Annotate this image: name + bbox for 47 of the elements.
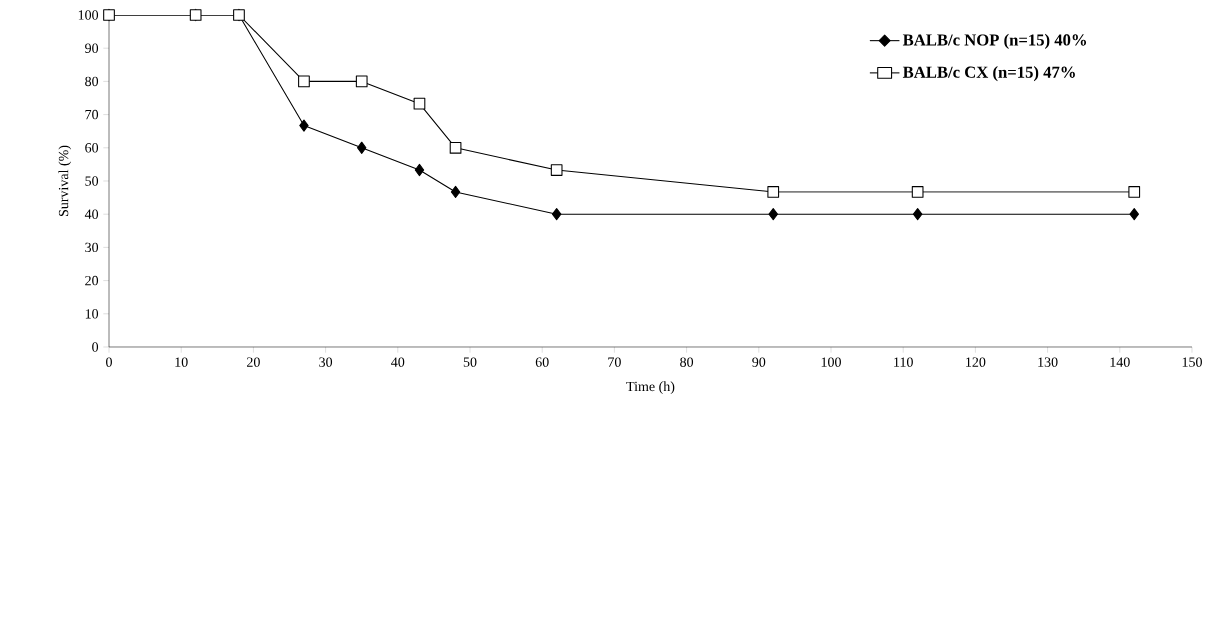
x-axis-title: Time (h) [626,381,675,395]
point [449,141,462,154]
x-tick-label: 20 [247,357,260,367]
y-tick-label: 0 [92,342,99,352]
point [413,97,426,110]
y-tick-label: 80 [85,76,99,87]
x-tick-label: 100 [821,357,841,367]
y-tick-label: 100 [78,10,99,20]
y-tick-label: 40 [84,209,99,219]
point [550,164,563,176]
point [414,163,425,177]
y-tick-label: 50 [85,176,99,186]
y-tick-label: 90 [85,43,99,53]
x-tick-label: 0 [106,357,112,367]
point [551,208,562,221]
x-tick-label: 30 [319,357,333,367]
point [1128,186,1141,198]
x-tick-label: 120 [966,357,986,367]
x-tick-label: 140 [1110,357,1130,367]
y-tick-label: 70 [85,109,99,120]
point [450,185,461,199]
point [1129,208,1139,221]
point [355,75,368,88]
x-tick-label: 110 [894,357,913,367]
point [911,186,924,198]
point [912,208,923,221]
x-tick-label: 60 [535,357,549,367]
y-axis-title: Survival (%) [58,145,72,217]
y-tick-label: 10 [85,309,99,319]
x-tick-label: 80 [680,357,694,367]
x-tick-label: 150 [1182,357,1202,367]
point [768,208,778,221]
y-tick-label: 60 [85,143,99,153]
point [299,119,309,132]
y-tick-label: 30 [85,242,99,253]
x-tick-label: 70 [608,357,621,367]
point [767,186,780,198]
x-tick-label: 50 [463,357,477,367]
point [356,141,367,154]
y-tick-label: 20 [85,275,99,286]
legend-label: BALB/c NOP (n=15) 40% [902,33,1087,49]
x-tick-label: 90 [752,357,766,367]
point [298,75,310,88]
x-tick-label: 40 [391,357,405,367]
legend-label: BALB/c CX (n=15) 47% [902,66,1075,82]
x-tick-label: 10 [175,357,188,367]
x-tick-label: 130 [1038,357,1058,367]
